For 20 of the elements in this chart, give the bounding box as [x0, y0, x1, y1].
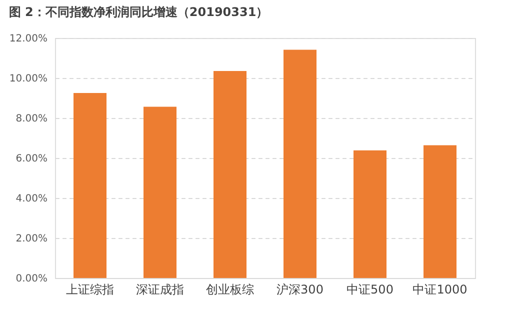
chart-title: 图 2：不同指数净利润同比增速（20190331）: [8, 5, 268, 19]
bar: [214, 71, 246, 278]
y-tick-label: 12.00%: [9, 34, 48, 44]
y-tick-label: 10.00%: [9, 74, 48, 84]
x-tick-label: 深证成指: [136, 282, 184, 296]
x-tick-label: 创业板综: [206, 282, 254, 296]
y-tick-label: 6.00%: [16, 154, 48, 164]
x-tick-label: 沪深300: [276, 282, 324, 296]
x-tick-label: 上证综指: [66, 282, 114, 296]
y-tick-label: 8.00%: [16, 114, 48, 124]
y-tick-label: 2.00%: [16, 234, 48, 244]
bar: [74, 93, 106, 278]
bar: [354, 150, 386, 278]
bar: [284, 50, 316, 278]
y-tick-label: 0.00%: [16, 274, 48, 284]
x-tick-label: 中证1000: [412, 282, 468, 296]
bar: [424, 145, 456, 278]
bar: [144, 106, 176, 278]
x-tick-label: 中证500: [346, 282, 394, 296]
y-tick-label: 4.00%: [16, 194, 48, 204]
